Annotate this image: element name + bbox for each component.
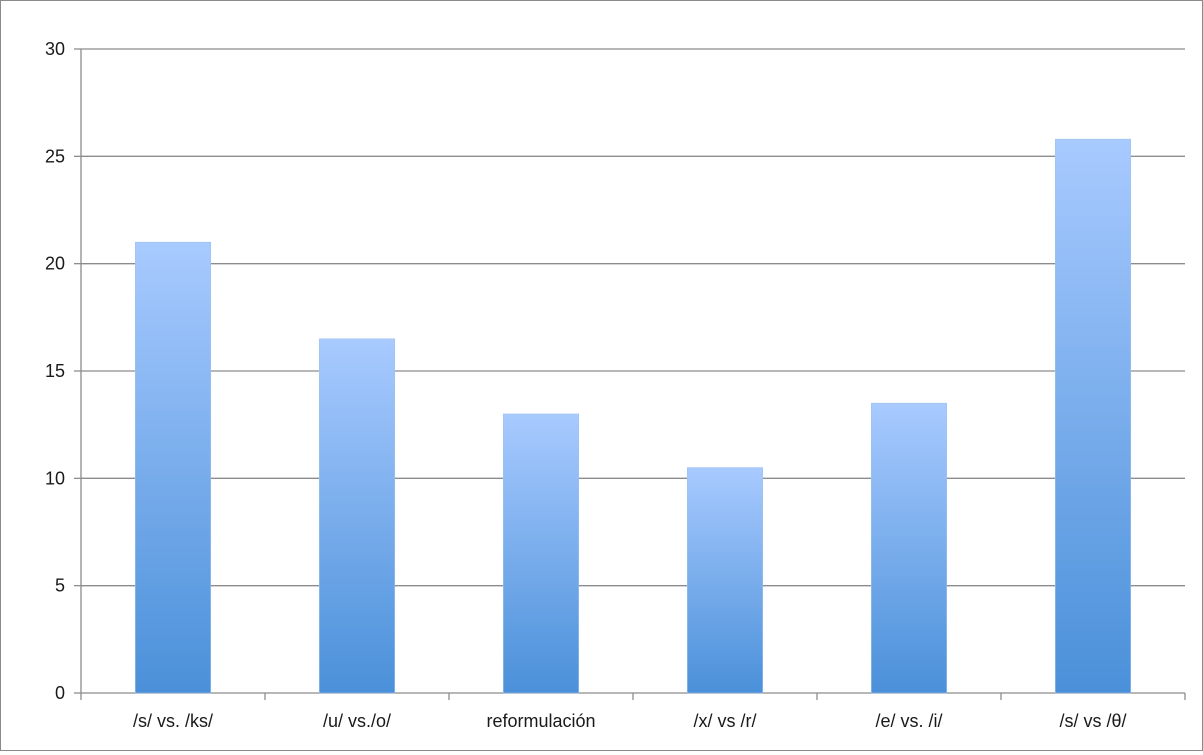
y-tick-label: 5 (55, 576, 65, 596)
bars (134, 138, 1132, 694)
y-tick-labels: 0 5 10 15 20 25 30 (45, 39, 65, 703)
bar-3 (502, 413, 580, 694)
axes (74, 48, 1186, 700)
x-tick-labels: /s/ vs. /ks/ /u/ vs./o/reformulación/x/ v… (133, 711, 1127, 731)
y-tick-label: 20 (45, 254, 65, 274)
y-tick-label: 15 (45, 361, 65, 381)
x-tick-label: /s/ vs. /ks/ (133, 711, 213, 731)
x-tick-label: /x/ vs /r/ (694, 711, 757, 731)
x-tick-label: reformulación (486, 711, 595, 731)
y-tick-label: 25 (45, 146, 65, 166)
y-tick-label: 10 (45, 468, 65, 488)
y-tick-label: 0 (55, 683, 65, 703)
bar-5 (870, 402, 948, 694)
bar-2 (318, 338, 396, 694)
bar-4 (686, 467, 764, 694)
x-tick-label: /u/ vs./o/ (323, 711, 391, 731)
bar-6 (1054, 138, 1132, 694)
x-tick-label: /e/ vs. /i/ (875, 711, 942, 731)
x-tick-label: /s/ vs /θ/ (1059, 711, 1126, 731)
gridlines (81, 48, 1185, 587)
y-tick-label: 30 (45, 39, 65, 59)
bar-1 (134, 241, 212, 694)
